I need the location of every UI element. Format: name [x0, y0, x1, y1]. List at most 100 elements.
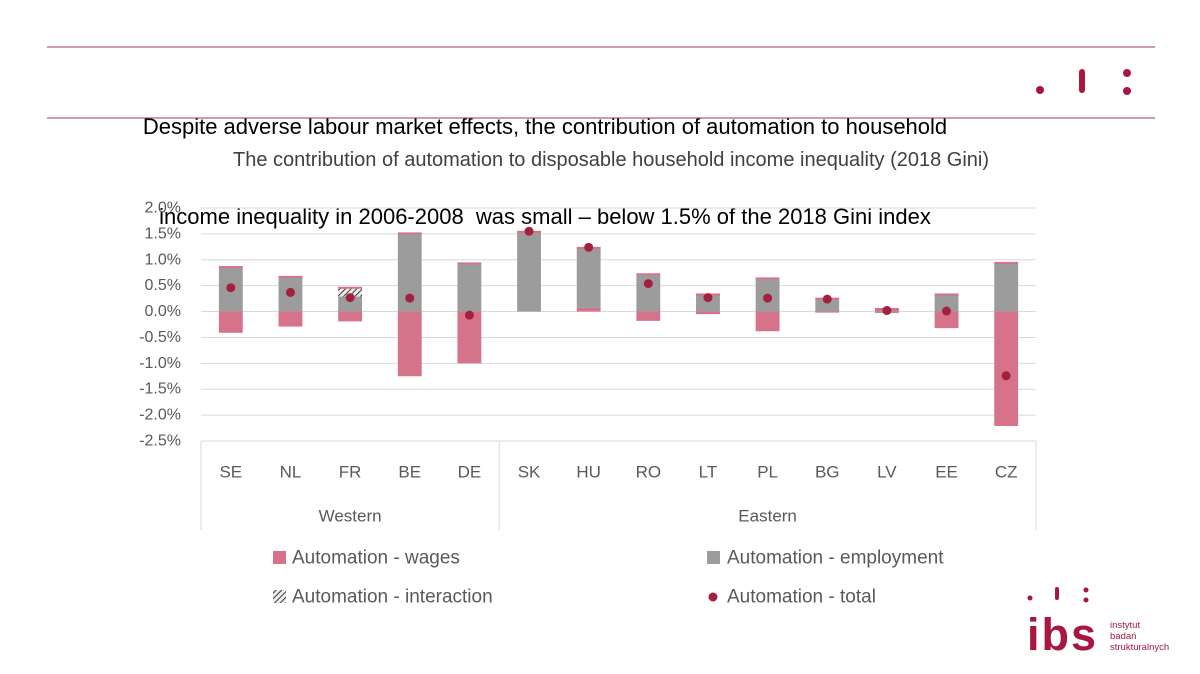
bar-fr-employment: [338, 296, 363, 312]
brand-mark-dot: [1036, 86, 1044, 94]
total-marker-de: [464, 310, 474, 320]
y-tick-label: 2.0%: [145, 200, 181, 217]
bar-cz-employment: [994, 262, 1019, 312]
brand-mark-colon-top: [1123, 69, 1131, 77]
logo-mark-colon-top: [1083, 587, 1089, 593]
bar-fr-interaction: [338, 287, 363, 297]
legend-swatch-interaction: [273, 590, 286, 603]
legend-item-employment: Automation - employment: [707, 548, 944, 569]
y-tick-label: -1.5%: [139, 381, 181, 398]
bar-cap-ro: [636, 273, 661, 276]
bar-cap-be: [397, 232, 422, 235]
bar-cap-de: [457, 262, 482, 265]
legend-swatch-employment: [707, 551, 720, 564]
bar-fr-wages: [338, 311, 363, 322]
y-tick-label: -0.5%: [139, 329, 181, 346]
legend-item-total: Automation - total: [708, 587, 876, 608]
legend-label-employment: Automation - employment: [727, 548, 944, 569]
category-label-cz: CZ: [995, 463, 1018, 482]
total-marker-lt: [703, 293, 713, 303]
bar-cap-cz: [994, 261, 1019, 264]
category-label-lt: LT: [699, 463, 718, 482]
category-label-bg: BG: [815, 463, 840, 482]
legend-label-total: Automation - total: [727, 587, 876, 608]
bar-bg-employment: [815, 298, 840, 312]
total-marker-ro: [643, 279, 653, 289]
bar-de-wages: [457, 311, 482, 364]
logo-word: ibs: [1027, 609, 1098, 660]
category-label-pl: PL: [757, 463, 778, 482]
category-label-nl: NL: [280, 463, 302, 482]
bars-layer: [218, 230, 1019, 426]
bar-cap-fr: [338, 286, 363, 289]
total-marker-pl: [763, 293, 773, 303]
category-label-ee: EE: [935, 463, 958, 482]
logo-mark-bar: [1055, 587, 1059, 600]
bar-be-wages: [397, 311, 422, 377]
brand-mark-bar: [1079, 69, 1085, 93]
bar-cap-se: [218, 266, 243, 269]
total-marker-ee: [942, 306, 952, 316]
category-label-se: SE: [219, 463, 242, 482]
logo-tagline-3: strukturalnych: [1110, 642, 1169, 653]
bar-hu-wages: [576, 307, 601, 312]
bar-pl-wages: [755, 311, 780, 332]
bar-sk-employment: [517, 231, 541, 312]
bar-se-wages: [218, 311, 243, 333]
category-label-lv: LV: [877, 463, 897, 482]
bar-ro-employment: [636, 274, 661, 312]
grid-layer: [201, 207, 1036, 442]
total-marker-fr: [345, 293, 355, 303]
y-tick-label: 0.0%: [145, 303, 181, 320]
category-label-fr: FR: [339, 463, 362, 482]
bar-cz-wages: [994, 311, 1019, 426]
bar-hu-employment: [576, 247, 601, 308]
legend-item-interaction: Automation - interaction: [273, 587, 493, 608]
y-tick-label: 0.5%: [145, 277, 181, 294]
category-label-de: DE: [458, 463, 482, 482]
bar-ee-employment: [934, 294, 959, 312]
bar-lt-employment: [696, 294, 720, 312]
bar-cap-ee: [934, 293, 959, 296]
chart-title: The contribution of automation to dispos…: [233, 149, 989, 171]
category-label-ro: RO: [636, 463, 662, 482]
category-label-hu: HU: [576, 463, 601, 482]
legend-label-interaction: Automation - interaction: [292, 587, 493, 608]
legend-label-wages: Automation - wages: [292, 548, 460, 569]
y-tick-label: -2.0%: [139, 407, 181, 424]
legend-item-wages: Automation - wages: [273, 548, 460, 569]
legend-swatch-wages: [273, 551, 286, 564]
total-marker-bg: [822, 294, 832, 304]
logo-tagline-2: badań: [1110, 631, 1136, 642]
logo-tagline-1: instytut: [1110, 620, 1140, 631]
y-tick-label: -1.0%: [139, 355, 181, 372]
total-marker-sk: [524, 226, 534, 236]
category-label-be: BE: [398, 463, 421, 482]
group-label-western: Western: [319, 507, 382, 526]
total-markers-layer: [226, 226, 1011, 381]
bar-ro-wages: [636, 311, 661, 321]
category-label-sk: SK: [518, 463, 541, 482]
y-tick-label: -2.5%: [139, 433, 181, 450]
total-marker-cz: [1001, 371, 1011, 381]
logo-mark-dot: [1027, 595, 1033, 601]
brand-mark-top: [1036, 69, 1131, 95]
bar-be-employment: [397, 233, 422, 312]
ibs-logo: ibs instytut badań strukturalnych: [1027, 587, 1169, 660]
total-marker-be: [405, 293, 415, 303]
legend: Automation - wages Automation - employme…: [273, 548, 944, 608]
legend-marker-total: [708, 592, 718, 602]
y-tick-label: 1.5%: [145, 225, 181, 242]
bar-nl-wages: [278, 311, 303, 327]
total-marker-hu: [584, 242, 594, 252]
bar-cap-pl: [755, 277, 780, 280]
bar-ee-wages: [934, 311, 959, 329]
total-marker-se: [226, 283, 236, 293]
axis-layer: 2.0% 1.5% 1.0% 0.5% 0.0% -0.5% -1.0% -1.5% -2.0%…: [139, 200, 1037, 530]
group-label-eastern: Eastern: [738, 507, 797, 526]
bar-de-employment: [457, 263, 482, 312]
logo-mark-colon-bottom: [1083, 597, 1089, 603]
total-marker-nl: [285, 287, 295, 297]
y-tick-label: 1.0%: [145, 251, 181, 268]
